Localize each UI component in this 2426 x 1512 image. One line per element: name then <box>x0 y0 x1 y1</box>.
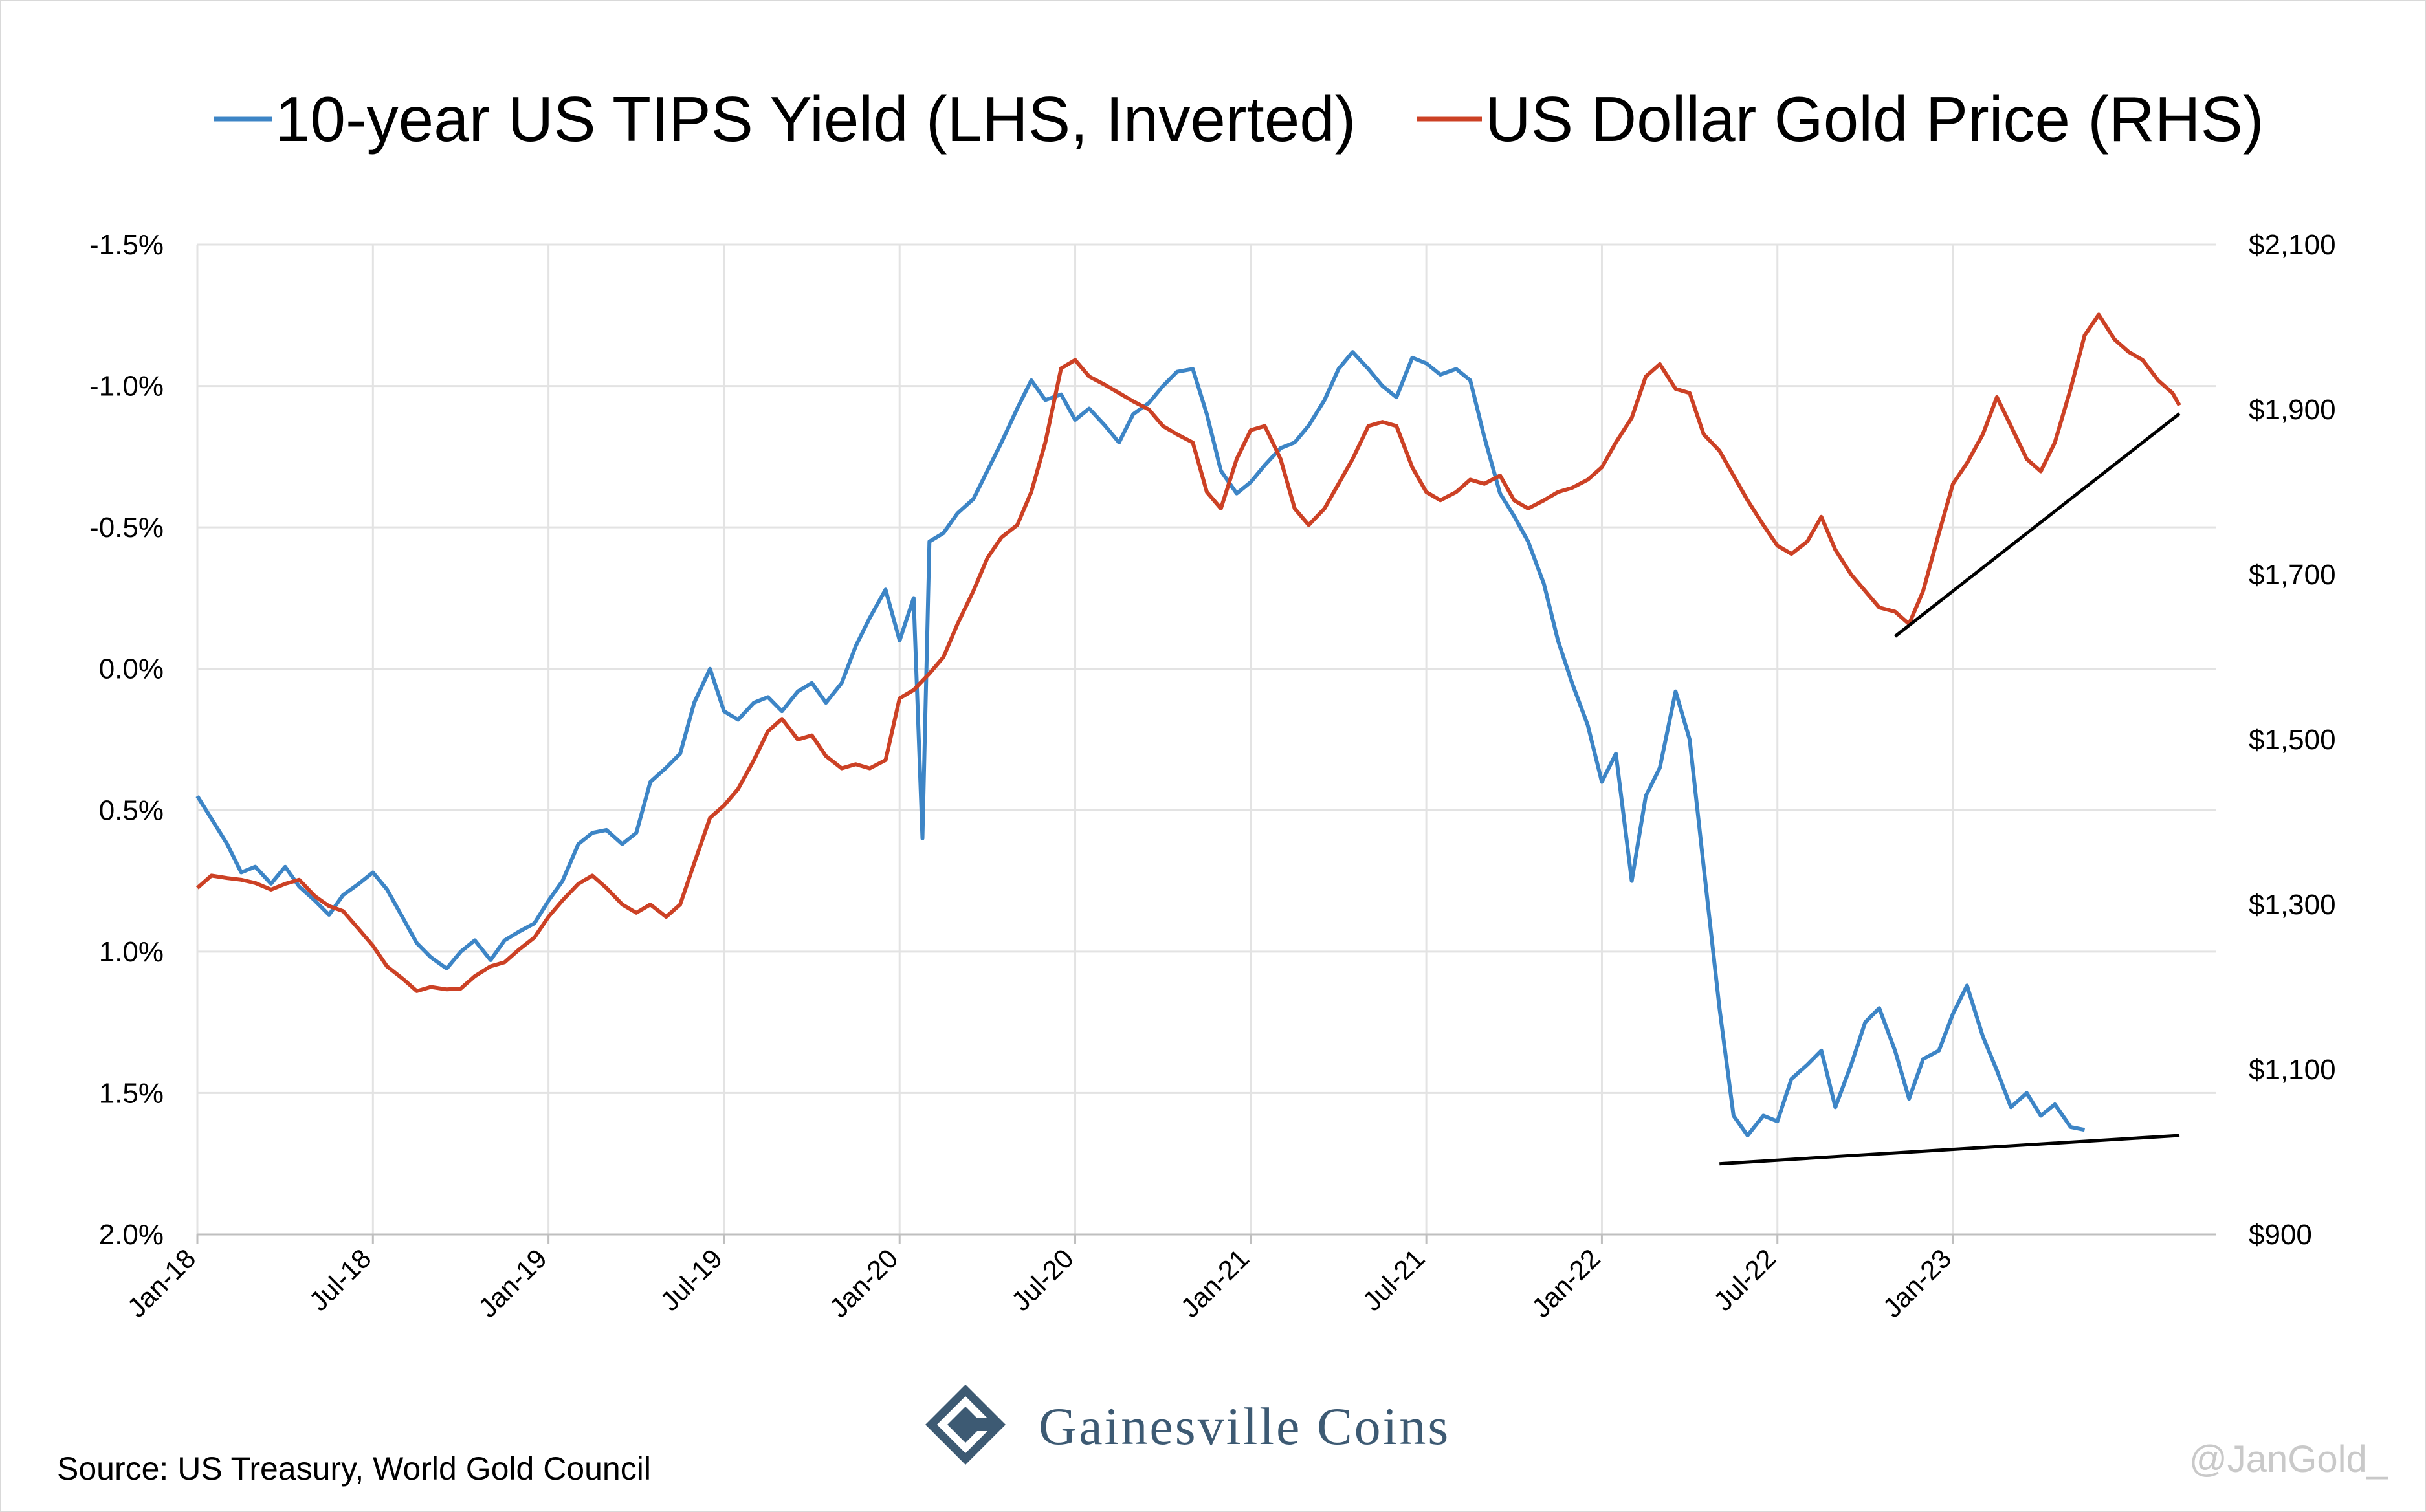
x-tick-label: Jan-20 <box>824 1243 904 1323</box>
x-tick-label: Jan-18 <box>121 1243 201 1323</box>
legend: 10-year US TIPS Yield (LHS, Inverted) US… <box>214 83 2264 155</box>
x-tick-label: Jul-19 <box>654 1243 728 1317</box>
gold-price-line <box>196 312 2181 993</box>
legend-label-gold: US Dollar Gold Price (RHS) <box>1485 83 2264 155</box>
y-right-tick-label: $1,300 <box>2249 889 2336 921</box>
y-left-tick-label: -1.0% <box>89 371 164 402</box>
y-right-tick-label: $900 <box>2249 1219 2312 1251</box>
source-note: Source: US Treasury, World Gold Council <box>57 1451 651 1487</box>
tips-trendline <box>1719 1134 2180 1166</box>
y-left-tick-label: 2.0% <box>99 1219 164 1251</box>
x-tick-label: Jul-21 <box>1356 1243 1430 1317</box>
y-left-tick-label: 1.5% <box>99 1077 164 1109</box>
x-tick-label: Jan-21 <box>1174 1243 1255 1323</box>
y-right-tick-label: $2,100 <box>2249 229 2336 261</box>
x-tick-label: Jan-23 <box>1877 1243 1957 1323</box>
x-tick-label: Jul-22 <box>1708 1243 1781 1317</box>
y-left-tick-label: 0.5% <box>99 794 164 826</box>
series <box>195 312 2181 1137</box>
grid <box>196 243 2216 1236</box>
tick-labels: -1.5% -1.0% -0.5% 0.0% 0.5% 1.0% 1.5% 2.0% $2,10… <box>89 229 2336 1323</box>
y-left-tick-label: 1.0% <box>99 936 164 968</box>
y-right-tick-label: $1,700 <box>2249 559 2336 591</box>
tips-yield-line <box>195 350 2086 1137</box>
y-right-tick-label: $1,100 <box>2249 1054 2336 1086</box>
legend-label-tips: 10-year US TIPS Yield (LHS, Inverted) <box>275 83 1356 155</box>
brand-logo: Gainesville Coins <box>925 1385 1450 1465</box>
gainesville-coins-logo-icon <box>925 1385 1006 1465</box>
brand-name: Gainesville Coins <box>1039 1397 1450 1456</box>
trendlines <box>1719 412 2181 1166</box>
y-left-tick-label: -1.5% <box>89 229 164 261</box>
x-tick-label: Jul-18 <box>303 1243 377 1317</box>
x-tick-label: Jan-19 <box>472 1243 553 1323</box>
x-tick-label: Jan-22 <box>1526 1243 1606 1323</box>
x-tick-label: Jul-20 <box>1006 1243 1079 1317</box>
y-right-tick-label: $1,900 <box>2249 394 2336 426</box>
y-right-tick-label: $1,500 <box>2249 724 2336 756</box>
axes <box>196 1233 2216 1244</box>
author-handle: @JanGold_ <box>2189 1438 2388 1480</box>
gold-trendline <box>1893 412 2181 638</box>
y-left-tick-label: 0.0% <box>99 653 164 685</box>
y-left-tick-label: -0.5% <box>89 512 164 543</box>
